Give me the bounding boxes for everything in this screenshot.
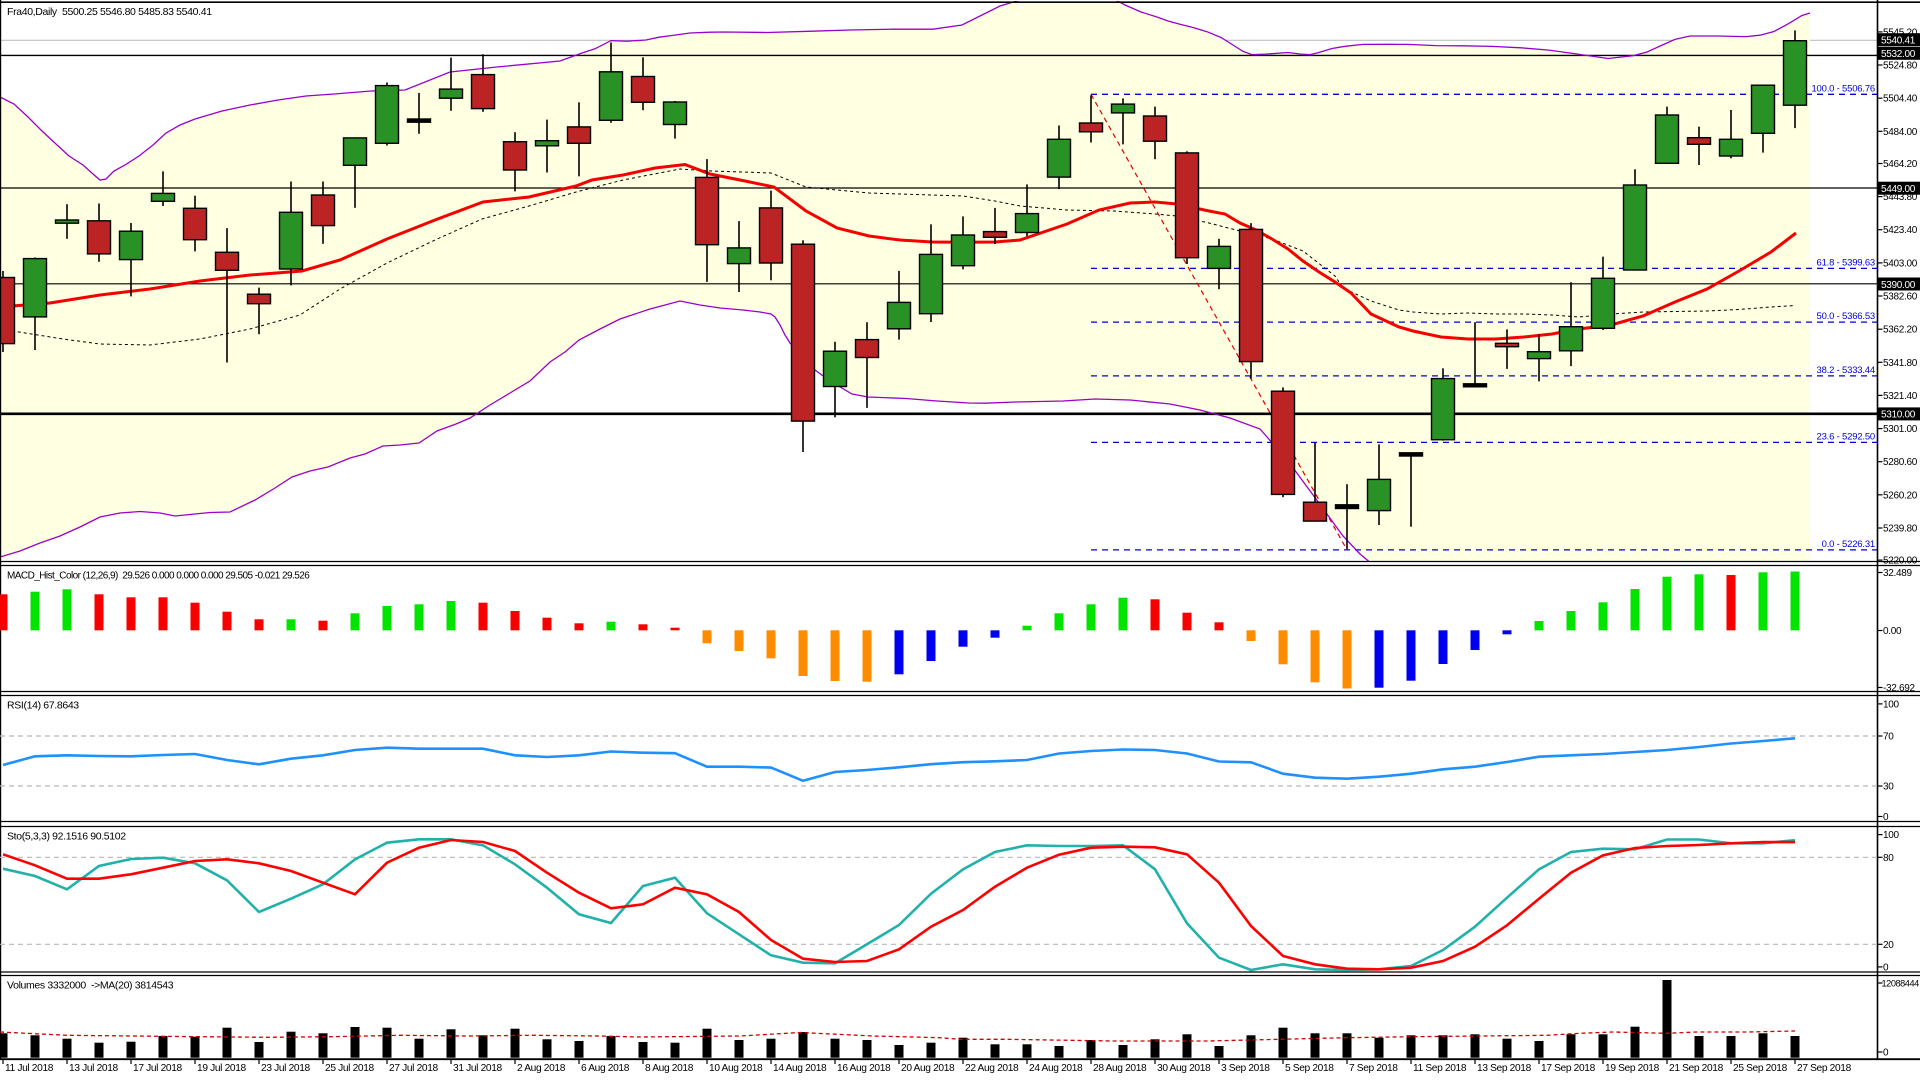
svg-text:5449.00: 5449.00 (1881, 184, 1916, 195)
svg-text:5464.20: 5464.20 (1883, 159, 1918, 170)
svg-text:RSI(14) 67.8643: RSI(14) 67.8643 (7, 700, 79, 712)
svg-text:70: 70 (1883, 732, 1894, 743)
svg-text:7 Sep 2018: 7 Sep 2018 (1349, 1063, 1398, 1074)
svg-text:61.8 - 5399.63: 61.8 - 5399.63 (1817, 257, 1875, 268)
svg-text:5524.80: 5524.80 (1883, 61, 1918, 72)
svg-text:5403.00: 5403.00 (1883, 258, 1918, 269)
svg-text:25 Sep 2018: 25 Sep 2018 (1733, 1063, 1788, 1074)
svg-text:5390.00: 5390.00 (1881, 280, 1916, 291)
svg-text:5443.80: 5443.80 (1883, 192, 1918, 203)
svg-text:MACD_Hist_Color (12,26,9) 29.: MACD_Hist_Color (12,26,9) 29.526 0.000 0… (7, 571, 310, 582)
svg-text:Sto(5,3,3) 92.1516 90.5102: Sto(5,3,3) 92.1516 90.5102 (7, 831, 126, 843)
svg-text:100: 100 (1883, 699, 1900, 710)
svg-text:5301.00: 5301.00 (1883, 424, 1918, 435)
svg-text:24 Aug 2018: 24 Aug 2018 (1029, 1063, 1083, 1074)
svg-text:20: 20 (1883, 940, 1894, 951)
svg-text:5260.20: 5260.20 (1883, 490, 1918, 501)
svg-text:5484.00: 5484.00 (1883, 127, 1918, 138)
svg-text:27 Sep 2018: 27 Sep 2018 (1797, 1063, 1852, 1074)
svg-text:28 Aug 2018: 28 Aug 2018 (1093, 1063, 1147, 1074)
svg-text:5310.00: 5310.00 (1881, 410, 1916, 421)
svg-text:27 Jul 2018: 27 Jul 2018 (389, 1063, 439, 1074)
svg-text:20 Aug 2018: 20 Aug 2018 (901, 1063, 955, 1074)
svg-text:11 Jul 2018: 11 Jul 2018 (5, 1063, 54, 1074)
svg-text:5362.20: 5362.20 (1883, 325, 1918, 336)
svg-text:14 Aug 2018: 14 Aug 2018 (773, 1063, 827, 1074)
svg-text:17 Sep 2018: 17 Sep 2018 (1541, 1063, 1596, 1074)
svg-text:0: 0 (1883, 1048, 1889, 1059)
svg-text:16 Aug 2018: 16 Aug 2018 (837, 1063, 891, 1074)
svg-text:30: 30 (1883, 782, 1894, 793)
svg-text:0.0 - 5226.31: 0.0 - 5226.31 (1822, 539, 1875, 550)
svg-text:17 Jul 2018: 17 Jul 2018 (133, 1063, 183, 1074)
svg-text:31 Jul 2018: 31 Jul 2018 (453, 1063, 503, 1074)
svg-text:Volumes 3332000 ->MA(20) 3814: Volumes 3332000 ->MA(20) 3814543 (7, 980, 174, 992)
svg-text:38.2 - 5333.44: 38.2 - 5333.44 (1817, 365, 1875, 376)
svg-text:0.00: 0.00 (1883, 626, 1902, 637)
svg-text:2 Aug 2018: 2 Aug 2018 (517, 1063, 566, 1074)
svg-text:-32.692: -32.692 (1883, 683, 1916, 694)
svg-text:Fra40,Daily 5500.25 5546.80 5: Fra40,Daily 5500.25 5546.80 5485.83 5540… (7, 6, 212, 18)
svg-text:22 Aug 2018: 22 Aug 2018 (965, 1063, 1019, 1074)
svg-text:13 Sep 2018: 13 Sep 2018 (1477, 1063, 1532, 1074)
svg-text:23 Jul 2018: 23 Jul 2018 (261, 1063, 311, 1074)
svg-text:0: 0 (1883, 812, 1889, 823)
svg-text:6 Aug 2018: 6 Aug 2018 (581, 1063, 630, 1074)
svg-text:0: 0 (1883, 962, 1889, 973)
svg-text:5341.80: 5341.80 (1883, 358, 1918, 369)
svg-text:5504.40: 5504.40 (1883, 94, 1918, 105)
svg-text:11 Sep 2018: 11 Sep 2018 (1413, 1063, 1467, 1074)
svg-text:25 Jul 2018: 25 Jul 2018 (325, 1063, 375, 1074)
svg-text:10 Aug 2018: 10 Aug 2018 (709, 1063, 763, 1074)
svg-text:100: 100 (1883, 830, 1900, 841)
svg-text:23.6 - 5292.50: 23.6 - 5292.50 (1817, 431, 1875, 442)
svg-text:5540.41: 5540.41 (1881, 36, 1916, 47)
svg-text:5321.40: 5321.40 (1883, 391, 1918, 402)
svg-text:5220.00: 5220.00 (1883, 556, 1918, 567)
svg-text:100.0 - 5506.76: 100.0 - 5506.76 (1811, 83, 1875, 94)
svg-text:19 Jul 2018: 19 Jul 2018 (197, 1063, 247, 1074)
svg-text:5 Sep 2018: 5 Sep 2018 (1285, 1063, 1334, 1074)
svg-text:5239.80: 5239.80 (1883, 524, 1918, 535)
svg-text:80: 80 (1883, 853, 1894, 864)
svg-text:5423.40: 5423.40 (1883, 225, 1918, 236)
svg-text:5382.60: 5382.60 (1883, 292, 1918, 303)
svg-text:12088444: 12088444 (1882, 979, 1920, 989)
svg-text:3 Sep 2018: 3 Sep 2018 (1221, 1063, 1270, 1074)
svg-text:19 Sep 2018: 19 Sep 2018 (1605, 1063, 1660, 1074)
svg-text:5532.00: 5532.00 (1881, 49, 1916, 60)
svg-text:13 Jul 2018: 13 Jul 2018 (69, 1063, 119, 1074)
svg-text:5280.60: 5280.60 (1883, 457, 1918, 468)
svg-text:32.489: 32.489 (1883, 568, 1913, 579)
svg-text:8 Aug 2018: 8 Aug 2018 (645, 1063, 694, 1074)
svg-text:5545.20: 5545.20 (1883, 27, 1918, 38)
svg-text:21 Sep 2018: 21 Sep 2018 (1669, 1063, 1724, 1074)
svg-text:30 Aug 2018: 30 Aug 2018 (1157, 1063, 1211, 1074)
svg-text:50.0 - 5366.53: 50.0 - 5366.53 (1817, 311, 1875, 322)
